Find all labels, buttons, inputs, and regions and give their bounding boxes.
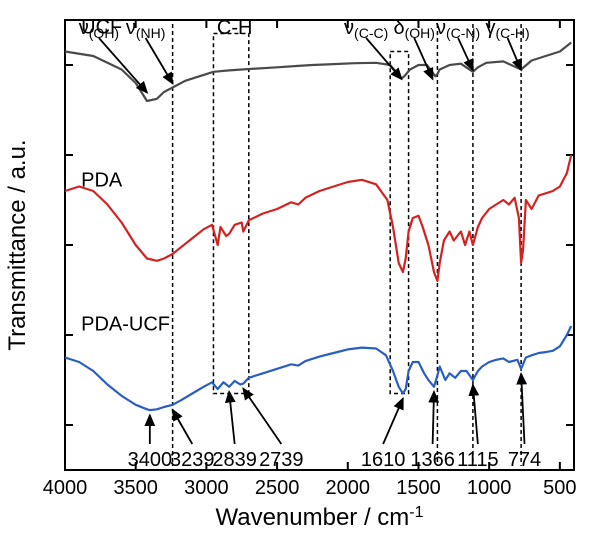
svg-text:2839: 2839	[212, 449, 257, 471]
svg-text:1366: 1366	[410, 449, 455, 471]
svg-text:500: 500	[543, 477, 576, 499]
svg-text:1115: 1115	[457, 449, 499, 471]
svg-text:4000: 4000	[43, 477, 88, 499]
svg-text:PDA-UCF: PDA-UCF	[81, 314, 170, 336]
svg-text:3500: 3500	[113, 477, 158, 499]
ftir-chart: 4000 3500 3000 2500 2000 1500 1000 500 Wavenumbe…	[0, 0, 600, 532]
svg-text:2739: 2739	[259, 449, 304, 471]
svg-text:3239: 3239	[170, 449, 215, 471]
svg-text:2500: 2500	[255, 477, 300, 499]
svg-text:PDA: PDA	[81, 170, 123, 192]
chart-svg: 4000 3500 3000 2500 2000 1500 1000 500 Wavenumbe…	[0, 0, 600, 532]
svg-text:774: 774	[508, 449, 541, 471]
svg-text:2000: 2000	[326, 477, 371, 499]
svg-text:1500: 1500	[396, 477, 441, 499]
svg-text:C-H: C-H	[217, 17, 253, 39]
svg-text:3400: 3400	[128, 449, 173, 471]
svg-text:1000: 1000	[467, 477, 512, 499]
svg-text:Transmittance / a.u.: Transmittance / a.u.	[4, 139, 31, 350]
svg-text:3000: 3000	[184, 477, 229, 499]
svg-text:Wavenumber / cm-1: Wavenumber / cm-1	[215, 504, 423, 532]
svg-text:1610: 1610	[361, 449, 406, 471]
